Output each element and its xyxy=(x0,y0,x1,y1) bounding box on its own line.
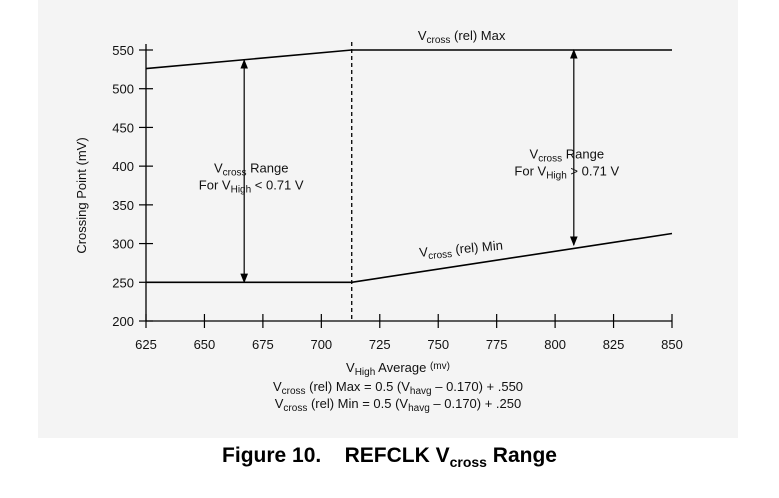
x-tick-label-850: 850 xyxy=(661,337,683,352)
formula-1-part-0: V xyxy=(275,396,284,411)
formula-1-part-2: (rel) Min = 0.5 (V xyxy=(307,396,408,411)
left-range-text-line2: For VHigh < 0.71 V xyxy=(199,177,304,195)
y-axis-title: Crossing Point (mV) xyxy=(74,137,89,253)
x-tick-label-700: 700 xyxy=(310,337,332,352)
x-tick-label-675: 675 xyxy=(252,337,274,352)
formula-0-part-1: cross xyxy=(282,386,306,397)
y-tick-label-550: 550 xyxy=(112,43,134,58)
caption-prefix: Figure 10. xyxy=(222,444,322,467)
left-range-text-line1-part-1: cross xyxy=(223,167,247,178)
x-tick-label-625: 625 xyxy=(135,337,157,352)
left-range-text-line1: Vcross Range xyxy=(214,160,289,178)
x-title-unit: (mv) xyxy=(430,361,450,372)
min-label: Vcross (rel) Min xyxy=(419,238,504,263)
right-range-text-line1-part-0: V xyxy=(530,146,539,161)
x-tick-label-650: 650 xyxy=(194,337,216,352)
series-line-min xyxy=(146,232,673,284)
formula-0-part-4: – 0.170) + .550 xyxy=(432,379,523,394)
x-tick-label-825: 825 xyxy=(603,337,625,352)
right-range-text-line2-part-1: High xyxy=(546,170,567,181)
max-label-part-2: (rel) Max xyxy=(450,28,505,43)
max-label-part-0: V xyxy=(418,28,427,43)
x-axis-title: VHigh Average (mv) xyxy=(346,360,450,378)
x-title-v: V xyxy=(346,360,355,375)
max-label: Vcross (rel) Max xyxy=(418,28,506,46)
y-tick-label-250: 250 xyxy=(112,275,134,290)
formula-1: Vcross (rel) Min = 0.5 (Vhavg – 0.170) +… xyxy=(275,396,521,414)
caption-suffix: Range xyxy=(486,444,557,467)
formula-1-part-3: havg xyxy=(408,403,430,414)
x-tick-label-775: 775 xyxy=(486,337,508,352)
x-tick-label-800: 800 xyxy=(544,337,566,352)
caption-subscript: cross xyxy=(449,454,487,470)
x-tick-label-750: 750 xyxy=(427,337,449,352)
caption-title: REFCLK V xyxy=(344,444,450,467)
formula-0-part-3: havg xyxy=(410,386,432,397)
formula-1-part-1: cross xyxy=(283,403,307,414)
formulas: Vcross (rel) Max = 0.5 (Vhavg – 0.170) +… xyxy=(273,379,523,414)
formula-0-part-2: (rel) Max = 0.5 (V xyxy=(306,379,411,394)
ticks: 200 250 300 350 400 450 500 550 625 650 675 700 725 7… xyxy=(112,43,683,352)
axes xyxy=(145,44,672,322)
left-range-text-line1-part-2: Range xyxy=(247,160,289,175)
series-lines xyxy=(145,42,673,321)
x-title-rest: Average xyxy=(375,360,430,375)
min-label-part-1: cross xyxy=(428,249,453,262)
x-title-sub: High xyxy=(355,367,376,378)
right-range-text-line1-part-1: cross xyxy=(538,153,562,164)
y-tick-label-400: 400 xyxy=(112,159,134,174)
y-tick-label-450: 450 xyxy=(112,120,134,135)
figure-panel xyxy=(38,0,738,438)
left-range-text-line2-part-1: High xyxy=(231,184,252,195)
formula-0: Vcross (rel) Max = 0.5 (Vhavg – 0.170) +… xyxy=(273,379,523,397)
formula-0-part-0: V xyxy=(273,379,282,394)
y-tick-label-500: 500 xyxy=(112,82,134,97)
y-tick-label-200: 200 xyxy=(112,314,134,329)
y-tick-label-350: 350 xyxy=(112,198,134,213)
min-label-part-2: (rel) Min xyxy=(451,238,503,257)
x-tick-label-725: 725 xyxy=(369,337,391,352)
left-range-text-line1-part-0: V xyxy=(214,160,223,175)
left-range-text-line2-part-2: < 0.71 V xyxy=(251,177,304,192)
max-label-part-1: cross xyxy=(427,35,451,46)
right-range-text-line2-part-2: > 0.71 V xyxy=(567,163,620,178)
series-line-max xyxy=(145,49,672,70)
right-range-text-line2: For VHigh > 0.71 V xyxy=(514,163,619,181)
left-range-text-line2-part-0: For V xyxy=(199,177,231,192)
y-tick-label-300: 300 xyxy=(112,237,134,252)
figure-caption: Figure 10. REFCLK Vcross Range xyxy=(0,444,779,470)
right-range-text-line1-part-2: Range xyxy=(562,146,604,161)
min-label-part-0: V xyxy=(419,244,429,260)
right-range-text-line1: Vcross Range xyxy=(530,146,605,164)
right-range-text-line2-part-0: For V xyxy=(514,163,546,178)
formula-1-part-4: – 0.170) + .250 xyxy=(430,396,521,411)
